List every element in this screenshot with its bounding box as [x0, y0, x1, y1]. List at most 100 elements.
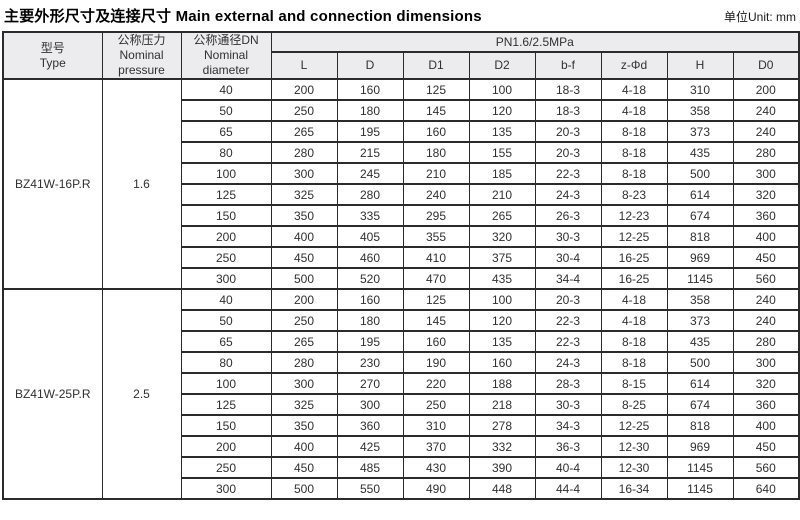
dim-cell: 160	[402, 330, 470, 353]
dim-cell: 160	[336, 78, 404, 101]
dim-cell: 400	[732, 414, 800, 437]
dim-cell: 125	[402, 288, 470, 311]
dim-cell: 500	[270, 267, 338, 290]
dim-cell: 180	[336, 99, 404, 122]
page-title: 主要外形尺寸及连接尺寸 Main external and connection…	[4, 8, 482, 25]
dim-cell: 8-23	[600, 183, 668, 206]
dim-cell: 332	[468, 435, 536, 458]
dim-cell: 265	[468, 204, 536, 227]
table-row: 100 300 270 220 188 28-3 8-15 614 320	[3, 372, 800, 395]
dim-cell: 200	[732, 78, 800, 101]
dim-cell: 640	[732, 477, 800, 500]
dim-cell: 358	[666, 99, 734, 122]
table-row: 250 450 460 410 375 30-4 16-25 969 450	[3, 246, 800, 269]
dim-cell: 500	[270, 477, 338, 500]
dim-cell: 44-4	[534, 477, 602, 500]
dim-cell: 210	[468, 183, 536, 206]
dim-cell: 265	[270, 330, 338, 353]
dn-cell: 40	[180, 78, 272, 101]
dim-cell: 160	[336, 288, 404, 311]
dim-cell: 135	[468, 120, 536, 143]
dim-cell: 240	[732, 120, 800, 143]
dim-cell: 320	[468, 225, 536, 248]
dim-cell: 36-3	[534, 435, 602, 458]
dim-cell: 210	[402, 162, 470, 185]
dim-cell: 450	[270, 246, 338, 269]
dim-cell: 215	[336, 141, 404, 164]
dim-cell: 400	[732, 225, 800, 248]
dim-cell: 485	[336, 456, 404, 479]
dim-cell: 373	[666, 309, 734, 332]
dim-cell: 190	[402, 351, 470, 374]
dim-cell: 24-3	[534, 183, 602, 206]
dim-cell: 969	[666, 435, 734, 458]
dim-cell: 8-18	[600, 141, 668, 164]
dim-cell: 370	[402, 435, 470, 458]
dim-cell: 325	[270, 183, 338, 206]
dim-cell: 4-18	[600, 309, 668, 332]
dim-cell: 320	[732, 372, 800, 395]
dim-cell: 280	[270, 351, 338, 374]
dim-cell: 300	[270, 162, 338, 185]
dim-cell: 160	[402, 120, 470, 143]
table-row: 300 500 550 490 448 44-4 16-34 1145 640	[3, 477, 800, 500]
header-row-top: 型号 Type 公称压力 Nominal pressure 公称通径DN Nom…	[2, 31, 800, 80]
dim-cell: 360	[732, 393, 800, 416]
dim-cell: 16-25	[600, 246, 668, 269]
dim-cell: 250	[270, 309, 338, 332]
dim-cell: 26-3	[534, 204, 602, 227]
dn-cell: 80	[180, 141, 272, 164]
dim-cell: 355	[402, 225, 470, 248]
dim-cell: 325	[270, 393, 338, 416]
dn-cell: 300	[180, 477, 272, 500]
dn-cell: 250	[180, 246, 272, 269]
dim-cell: 614	[666, 372, 734, 395]
dim-cell: 8-18	[600, 330, 668, 353]
dim-cell: 4-18	[600, 288, 668, 311]
table-row: 150 350 360 310 278 34-3 12-25 818 400	[3, 414, 800, 437]
dn-cell: 50	[180, 99, 272, 122]
dim-cell: 155	[468, 141, 536, 164]
dim-cell: 300	[270, 372, 338, 395]
dim-cell: 100	[468, 78, 536, 101]
dn-cell: 200	[180, 225, 272, 248]
dn-cell: 40	[180, 288, 272, 311]
dim-cell: 450	[732, 246, 800, 269]
dim-cell: 448	[468, 477, 536, 500]
dim-cell: 1145	[666, 477, 734, 500]
table-body: BZ41W-16P.R 1.6 40 200 160 125 100 18-3 4-18 310 2…	[2, 78, 800, 500]
dim-cell: 560	[732, 267, 800, 290]
dim-cell: 280	[270, 141, 338, 164]
dim-cell: 373	[666, 120, 734, 143]
dim-cell: 969	[666, 246, 734, 269]
dim-cell: 375	[468, 246, 536, 269]
table-row: 125 325 300 250 218 30-3 8-25 674 360	[3, 393, 800, 416]
table-row: 80 280 230 190 160 24-3 8-18 500 300	[3, 351, 800, 374]
dim-cell: 20-3	[534, 288, 602, 311]
dim-cell: 450	[732, 435, 800, 458]
dim-cell: 28-3	[534, 372, 602, 395]
dimensions-table: 型号 Type 公称压力 Nominal pressure 公称通径DN Nom…	[2, 31, 800, 500]
col-header-pressure: 公称压力 Nominal pressure	[101, 31, 182, 80]
dim-cell: 34-4	[534, 267, 602, 290]
dim-cell: 240	[732, 99, 800, 122]
dim-cell: 674	[666, 393, 734, 416]
dim-cell: 335	[336, 204, 404, 227]
dn-cell: 125	[180, 183, 272, 206]
dim-cell: 278	[468, 414, 536, 437]
dim-cell: 4-18	[600, 78, 668, 101]
dim-cell: 18-3	[534, 99, 602, 122]
dim-cell: 195	[336, 120, 404, 143]
dim-cell: 250	[270, 99, 338, 122]
dim-cell: 358	[666, 288, 734, 311]
dim-cell: 265	[270, 120, 338, 143]
dim-cell: 4-18	[600, 99, 668, 122]
dim-cell: 12-30	[600, 456, 668, 479]
dim-cell: 200	[270, 78, 338, 101]
dim-cell: 30-4	[534, 246, 602, 269]
dim-cell: 20-3	[534, 120, 602, 143]
table-row: BZ41W-25P.R 2.5 40 200 160 125 100 20-3 4-18 358 2…	[2, 288, 800, 500]
dim-cell: 450	[270, 456, 338, 479]
col-header-diameter: 公称通径DN Nominal diameter	[180, 31, 272, 80]
dim-cell: 435	[666, 141, 734, 164]
